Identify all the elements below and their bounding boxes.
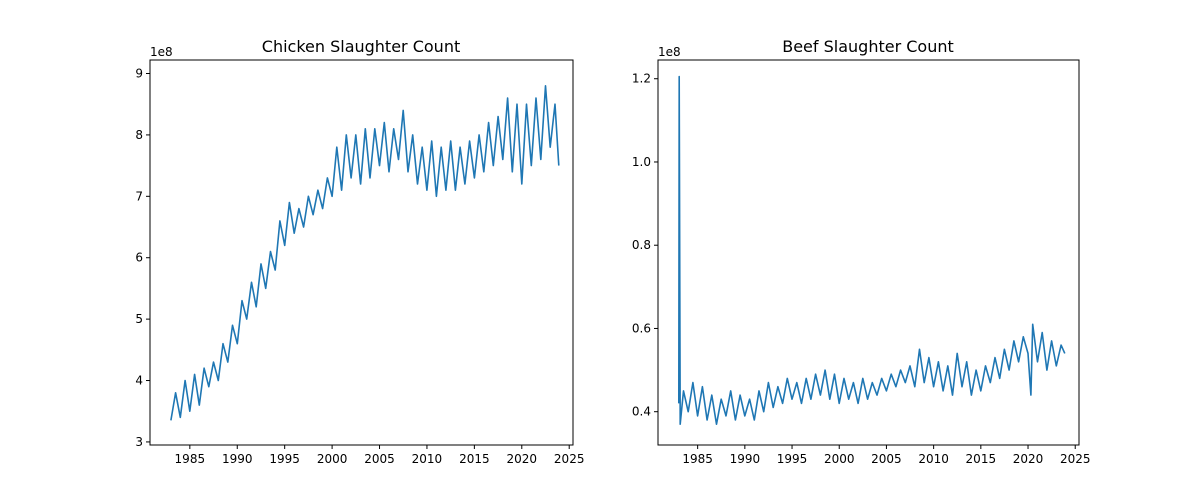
chicken-series-line <box>170 85 560 421</box>
chicken-x-tick-label: 1990 <box>222 452 253 466</box>
beef-y-tick-label: 0.8 <box>632 238 651 252</box>
chicken-y-axis: 3 4 5 6 7 8 9 <box>135 67 150 449</box>
beef-y-tick-label: 0.6 <box>632 321 651 335</box>
beef-series-line <box>678 75 1066 425</box>
beef-chart-panel: Beef Slaughter Count 1e8 1985 1990 1995 200… <box>632 37 1091 466</box>
beef-y-tick-label: 1.0 <box>632 155 651 169</box>
chicken-x-tick-label: 2005 <box>364 452 395 466</box>
chicken-y-tick-label: 5 <box>135 312 143 326</box>
beef-x-tick-label: 1985 <box>682 452 713 466</box>
beef-y-multiplier: 1e8 <box>658 45 681 59</box>
chicken-x-tick-label: 2000 <box>317 452 348 466</box>
chicken-plot-frame <box>149 59 574 446</box>
beef-y-tick-label: 1.2 <box>632 72 651 86</box>
chicken-x-tick-label: 2010 <box>412 452 443 466</box>
chicken-y-tick-label: 4 <box>135 374 143 388</box>
beef-x-tick-label: 2015 <box>966 452 997 466</box>
chicken-y-tick-label: 8 <box>135 128 143 142</box>
beef-x-tick-label: 1995 <box>777 452 808 466</box>
beef-y-axis: 0.4 0.6 0.8 1.0 1.2 <box>632 72 658 419</box>
chicken-y-multiplier: 1e8 <box>150 45 173 59</box>
beef-chart-title: Beef Slaughter Count <box>782 37 954 56</box>
chicken-y-tick-label: 3 <box>135 435 143 449</box>
chicken-x-tick-label: 2025 <box>554 452 585 466</box>
beef-plot-frame <box>657 59 1080 446</box>
chicken-y-tick-label: 9 <box>135 67 143 81</box>
beef-x-axis: 1985 1990 1995 2000 2005 2010 2015 2020 2025 <box>682 445 1090 466</box>
beef-x-tick-label: 1990 <box>730 452 761 466</box>
chicken-x-tick-label: 1995 <box>269 452 300 466</box>
beef-x-tick-label: 2020 <box>1013 452 1044 466</box>
beef-x-tick-label: 2005 <box>871 452 902 466</box>
chicken-y-tick-label: 7 <box>135 189 143 203</box>
beef-x-tick-label: 2010 <box>918 452 949 466</box>
chicken-x-axis: 1985 1990 1995 2000 2005 2010 2015 2020 2025 <box>175 445 585 466</box>
beef-x-tick-label: 2025 <box>1060 452 1091 466</box>
beef-y-tick-label: 0.4 <box>632 405 651 419</box>
chicken-x-tick-label: 1985 <box>175 452 206 466</box>
chicken-y-tick-label: 6 <box>135 251 143 265</box>
chicken-chart-title: Chicken Slaughter Count <box>262 37 460 56</box>
chicken-x-tick-label: 2015 <box>459 452 490 466</box>
chicken-chart-panel: Chicken Slaughter Count 1e8 1985 1990 1995… <box>135 37 584 466</box>
beef-x-tick-label: 2000 <box>824 452 855 466</box>
chicken-x-tick-label: 2020 <box>507 452 538 466</box>
